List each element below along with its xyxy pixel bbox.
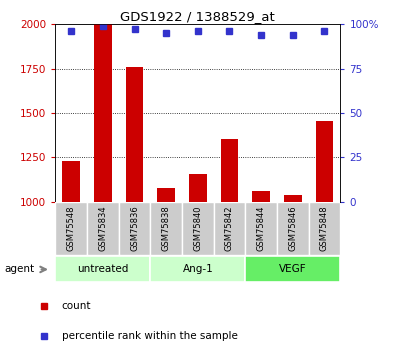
Title: GDS1922 / 1388529_at: GDS1922 / 1388529_at — [120, 10, 274, 23]
Bar — [150, 202, 182, 255]
Bar — [62, 161, 80, 202]
Text: percentile rank within the sample: percentile rank within the sample — [61, 331, 237, 341]
Bar — [87, 202, 118, 255]
Bar — [150, 256, 245, 283]
Text: untreated: untreated — [77, 265, 128, 274]
Text: GSM75842: GSM75842 — [225, 206, 234, 251]
Bar — [315, 121, 333, 202]
Bar — [220, 139, 238, 202]
Text: count: count — [61, 302, 91, 311]
Bar — [213, 202, 245, 255]
Bar — [182, 202, 213, 255]
Bar — [252, 191, 269, 202]
Text: GSM75846: GSM75846 — [288, 206, 297, 252]
Bar — [245, 256, 339, 283]
Bar — [245, 202, 276, 255]
Text: VEGF: VEGF — [278, 265, 306, 274]
Text: agent: agent — [4, 264, 34, 274]
Text: GSM75548: GSM75548 — [67, 206, 76, 251]
Text: GSM75848: GSM75848 — [319, 206, 328, 252]
Text: Ang-1: Ang-1 — [182, 265, 213, 274]
Text: GSM75838: GSM75838 — [161, 206, 170, 252]
Bar — [126, 67, 143, 202]
Text: GSM75834: GSM75834 — [98, 206, 107, 252]
Bar — [308, 202, 339, 255]
Text: GSM75836: GSM75836 — [130, 206, 139, 252]
Bar — [283, 195, 301, 202]
Bar — [189, 174, 206, 202]
Bar — [55, 256, 150, 283]
Bar — [94, 24, 111, 202]
Text: GSM75844: GSM75844 — [256, 206, 265, 251]
Bar — [157, 188, 175, 202]
Bar — [118, 202, 150, 255]
Bar — [276, 202, 308, 255]
Bar — [55, 202, 87, 255]
Text: GSM75840: GSM75840 — [193, 206, 202, 251]
